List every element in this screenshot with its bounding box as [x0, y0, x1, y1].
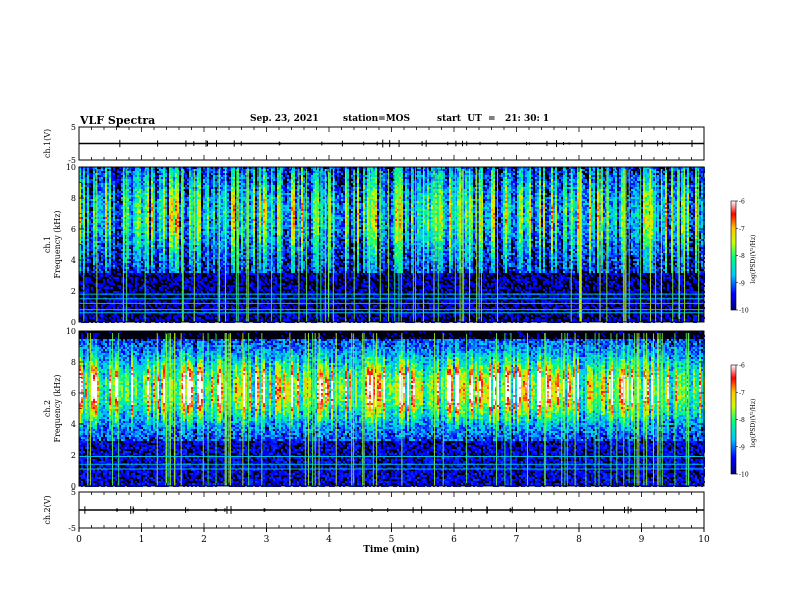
waveform-ch2-ytick-neg5: -5: [68, 524, 76, 533]
spectrogram-1-ytick-6: 6: [71, 225, 76, 234]
colorbar-2-tick-neg8: -8: [739, 417, 745, 424]
colorbar-2-tick-neg6: -6: [739, 363, 745, 370]
xaxis-tick-6: 6: [451, 535, 457, 545]
colorbar-2-tick-neg7: -7: [739, 390, 745, 397]
spectrogram-1-ylabel: Frequency (kHz): [53, 210, 62, 278]
colorbar-2-scale: [730, 364, 737, 475]
spectrogram-1-ytick-0: 0: [71, 318, 76, 327]
colorbar-1-label: log(PSD)(V²/Hz): [750, 235, 757, 284]
chart-title: VLF Spectra: [80, 114, 155, 127]
spectrogram-1-ytick-8: 8: [71, 194, 76, 203]
spectrogram-2-ytick-4: 4: [71, 420, 76, 429]
waveform-ch1-ylabel: ch.1(V): [43, 129, 52, 158]
xaxis-tick-10: 10: [698, 535, 710, 545]
xaxis-tick-0: 0: [76, 535, 82, 545]
waveform-ch2-ylabel: ch.2(V): [43, 495, 52, 524]
colorbar-2: -6 -7 -8 -9 -10 log(PSD)(V²/Hz): [730, 363, 757, 479]
spectrogram-2-image: [79, 331, 705, 487]
colorbar-1: -6 -7 -8 -9 -10 log(PSD)(V²/Hz): [730, 199, 757, 315]
colorbar-2-tick-neg9: -9: [739, 444, 745, 451]
spectrogram-2-ytick-2: 2: [71, 451, 76, 460]
waveform-ch2-ytick-5: 5: [71, 488, 76, 497]
spectrogram-2-ytick-10: 10: [66, 327, 76, 336]
waveform-ch1-ytick-neg5: -5: [68, 156, 76, 165]
spectrogram-2-ytick-0: 0: [71, 482, 76, 491]
colorbar-2-tick-neg10: -10: [739, 472, 749, 479]
xaxis-tick-9: 9: [639, 535, 645, 545]
xaxis-tick-5: 5: [389, 535, 395, 545]
xaxis-tick-3: 3: [264, 535, 270, 545]
spectrogram-1-image: [79, 167, 705, 323]
colorbar-1-tick-neg6: -6: [739, 199, 745, 206]
spectrogram-1-ytick-2: 2: [71, 287, 76, 296]
xaxis-tick-1: 1: [139, 535, 145, 545]
waveform-ch1-ytick-5: 5: [71, 123, 76, 132]
spectrogram-1-ytick-10: 10: [66, 163, 76, 172]
spectrogram-1-channel-label: ch.1: [43, 236, 52, 253]
xaxis-tick-2: 2: [201, 535, 207, 545]
colorbar-2-label: log(PSD)(V²/Hz): [750, 399, 757, 448]
station-label: station=MOS: [343, 114, 410, 124]
colorbar-1-tick-neg8: -8: [739, 253, 745, 260]
spectrogram-2-ytick-6: 6: [71, 389, 76, 398]
colorbar-1-scale: [730, 200, 737, 311]
spectrogram-2-ylabel: Frequency (kHz): [53, 374, 62, 442]
date-label: Sep. 23, 2021: [250, 114, 319, 124]
xaxis-tick-8: 8: [576, 535, 582, 545]
colorbar-1-tick-neg9: -9: [739, 280, 745, 287]
start-time-label: start UT = 21: 30: 1: [437, 114, 549, 124]
spectrogram-2-ytick-8: 8: [71, 358, 76, 367]
spectrogram-1-ytick-4: 4: [71, 256, 76, 265]
colorbar-1-tick-neg10: -10: [739, 308, 749, 315]
xaxis-label: Time (min): [363, 544, 420, 555]
spectrogram-2-channel-label: ch.2: [43, 400, 52, 417]
xaxis-tick-4: 4: [326, 535, 332, 545]
xaxis-tick-7: 7: [514, 535, 520, 545]
colorbar-1-tick-neg7: -7: [739, 226, 745, 233]
